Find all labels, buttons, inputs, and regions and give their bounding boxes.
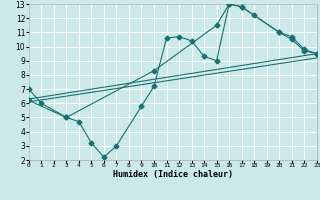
X-axis label: Humidex (Indice chaleur): Humidex (Indice chaleur) xyxy=(113,170,233,179)
